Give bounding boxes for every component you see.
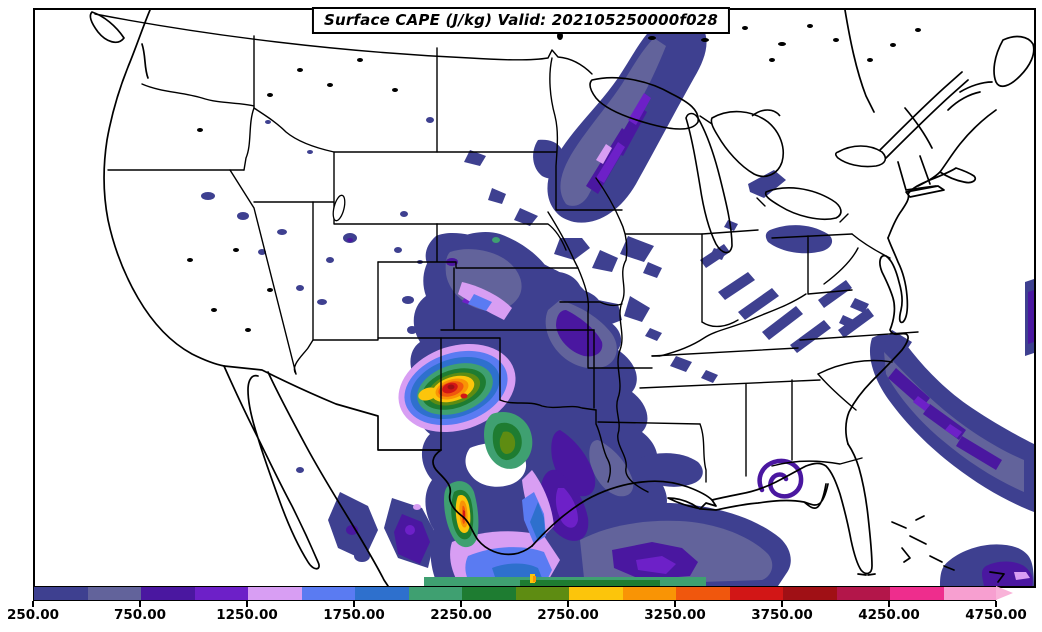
colorbar-segment [783,587,837,600]
great-lakes [589,76,887,254]
colorbar-segment [141,587,195,600]
colorbar-segment [515,587,569,600]
colorbar-strip [33,586,997,601]
cape-map-svg [89,10,1034,586]
colorbar-segment [622,587,676,600]
colorbar-segment [248,587,302,600]
lake-superior [589,76,699,130]
colorbar-tick-label: 3750.00 [751,607,813,623]
colorbar-segment [408,587,462,600]
great-salt-lake [332,194,346,222]
colorbar-segment [729,587,783,600]
colorbar-segment [34,587,88,600]
colorbar-tick-label: 3250.00 [644,607,706,623]
colorbar-segment [569,587,623,600]
colorbar-tick-label: 2750.00 [537,607,599,623]
colorbar-tick [567,601,569,607]
colorbar-segment [194,587,248,600]
colorbar-tick-label: 1750.00 [323,607,385,623]
colorbar-segment [890,587,944,600]
lake-ontario [834,145,887,168]
cape-shading-level-3750 [447,384,455,390]
cape-colorbar: 250.00 750.00 1250.00 1750.00 2250.00 2750.00… [7,586,1033,630]
state-borders [94,13,919,493]
colorbar-tick-label: 2250.00 [430,607,492,623]
colorbar-tick [674,601,676,607]
cape-spiral-florida-panhandle [757,458,804,499]
colorbar-tick-label: 1250.00 [216,607,278,623]
colorbar-tick [460,601,462,607]
lake-michigan [685,112,733,254]
colorbar-tick [995,601,997,607]
small-lakes-and-specks [187,16,921,332]
colorbar-tick [888,601,890,607]
colorbar-segment [87,587,141,600]
colorbar-tick [781,601,783,607]
colorbar-segment [943,587,997,600]
colorbar-tick-label: 250.00 [6,607,60,623]
colorbar-segment [676,587,730,600]
lake-huron [710,109,784,178]
colorbar-overflow-arrow-icon [996,586,1013,600]
colorbar-tick-label: 750.00 [113,607,167,623]
colorbar-tick [32,601,34,607]
colorbar-segment [301,587,355,600]
map-title: Surface CAPE (J/kg) Valid: 202105250000f… [311,7,731,34]
coastlines [89,10,1034,586]
colorbar-tick [139,601,141,607]
colorbar-tick [246,601,248,607]
colorbar-tick [353,601,355,607]
lake-erie [764,187,842,221]
colorbar-segment [462,587,516,600]
colorbar-tick-label: 4250.00 [858,607,920,623]
map-plot-area [33,8,1036,588]
colorbar-segment [836,587,890,600]
colorbar-tick-label: 4750.00 [965,607,1027,623]
colorbar-segment [355,587,409,600]
